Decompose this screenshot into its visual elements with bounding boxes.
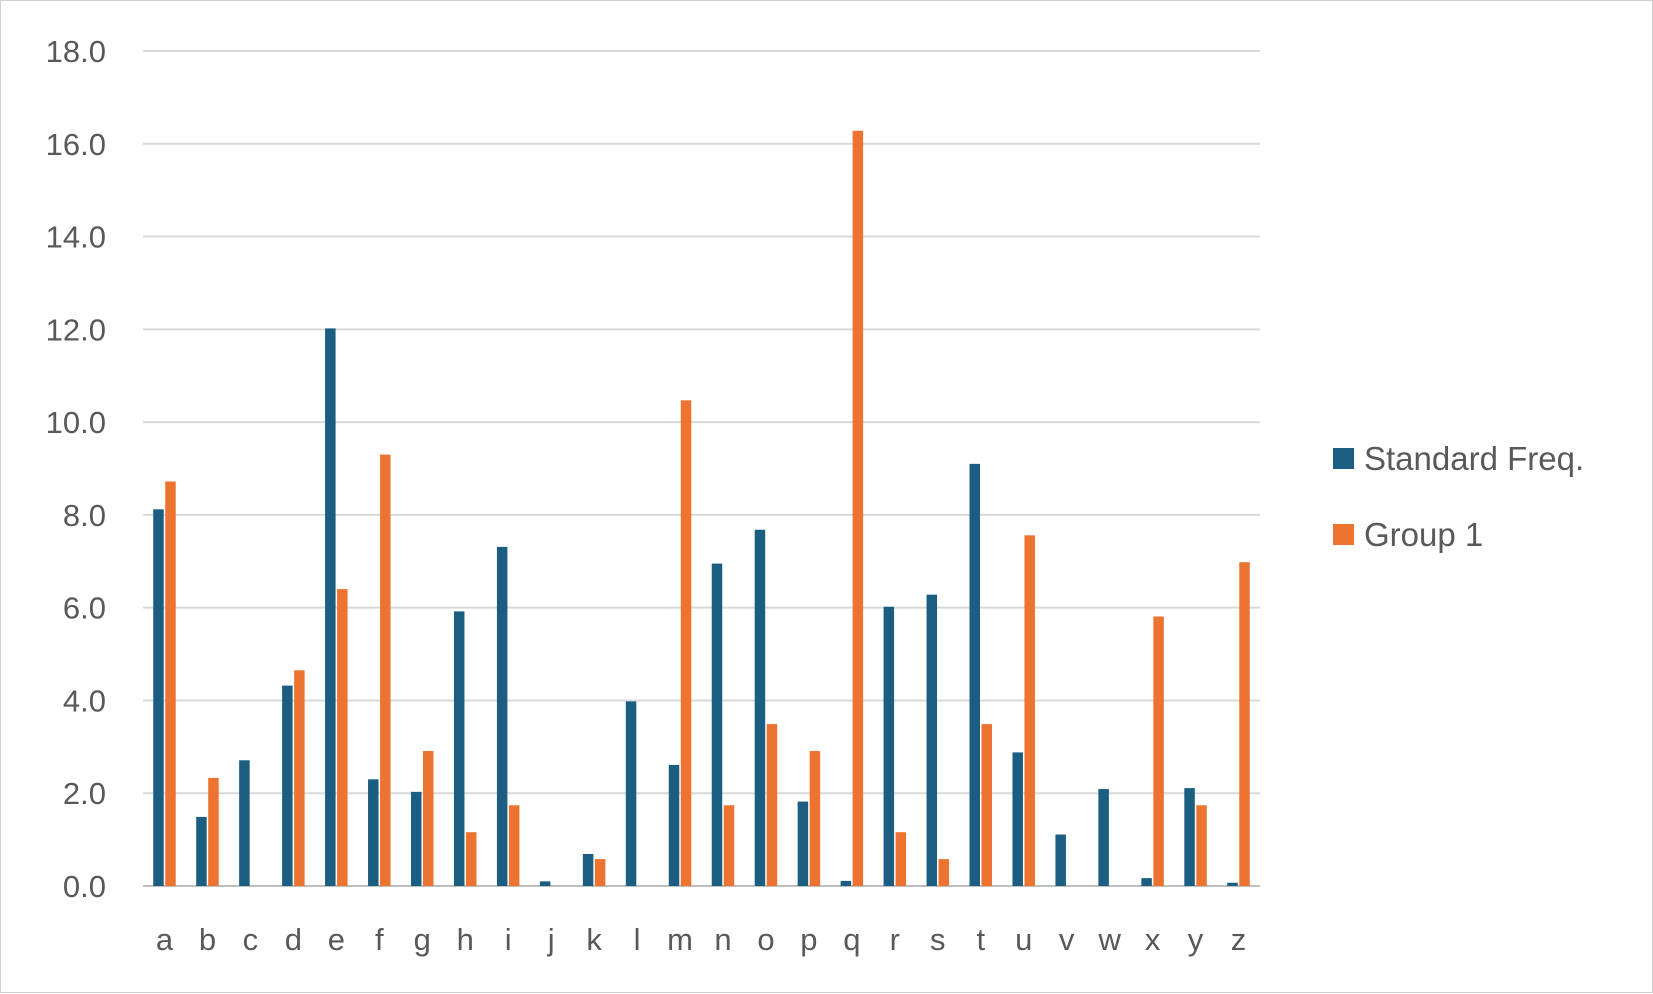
bar-standard-freq-w [1098,789,1109,886]
bar-standard-freq-n [711,563,723,886]
x-tick-label: t [976,922,985,957]
x-tick-label: y [1188,922,1204,957]
legend-label: Group 1 [1364,516,1483,553]
bar-group-1-m [680,400,692,886]
bar-group-1-p [809,751,821,886]
bar-group-1-u [1024,535,1035,886]
bar-standard-freq-t [969,463,980,886]
bar-standard-freq-o [754,529,766,886]
bar-group-1-y [1196,805,1207,886]
bar-standard-freq-h [453,611,465,886]
x-tick-label: o [757,922,774,957]
x-tick-label: l [634,922,641,957]
bar-standard-freq-z [1227,882,1238,886]
x-tick-label: m [667,922,693,957]
bar-standard-freq-j [539,881,551,886]
x-tick-label: k [586,922,602,957]
x-tick-label: v [1059,922,1075,957]
bar-group-1-r [895,832,907,886]
bar-standard-freq-r [883,606,895,886]
y-tick-label: 12.0 [46,312,106,347]
x-tick-label: h [457,922,474,957]
x-tick-label: g [414,922,431,957]
y-tick-label: 2.0 [63,776,106,811]
bar-group-1-b [208,777,219,886]
bar-group-1-i [508,805,520,886]
bar-group-1-e [337,589,348,886]
legend-swatch-group-1 [1333,524,1354,545]
bar-standard-freq-k [582,853,594,886]
y-tick-label: 16.0 [46,127,106,162]
y-tick-label: 18.0 [46,34,106,69]
bar-group-1-h [465,832,477,886]
bar-group-1-k [594,859,606,886]
x-tick-label: s [930,922,946,957]
bar-standard-freq-v [1055,834,1066,886]
bar-group-1-x [1153,616,1164,886]
x-tick-label: u [1015,922,1032,957]
bar-standard-freq-x [1141,878,1152,886]
x-tick-label: w [1097,922,1121,957]
bar-group-1-n [723,805,735,886]
bar-group-1-d [294,670,305,886]
legend-swatch-standard-freq [1333,448,1354,469]
x-tick-label: e [328,922,345,957]
bar-standard-freq-g [411,791,422,886]
bar-group-1-z [1239,562,1250,886]
bar-standard-freq-c [239,760,250,886]
x-tick-label: z [1231,922,1247,957]
bar-group-1-a [165,481,176,886]
bar-standard-freq-q [840,880,852,886]
y-tick-label: 6.0 [63,591,106,626]
bar-group-1-q [852,130,864,887]
y-tick-label: 8.0 [63,498,106,533]
bar-group-1-s [938,859,950,886]
y-tick-label: 10.0 [46,405,106,440]
bar-standard-freq-l [625,701,637,886]
y-tick-label: 0.0 [63,869,106,904]
bar-standard-freq-a [153,509,164,886]
x-tick-label: b [199,922,216,957]
bar-standard-freq-y [1184,788,1195,886]
x-tick-label: r [890,922,900,957]
bar-standard-freq-b [196,816,207,886]
bar-standard-freq-s [926,594,938,886]
bar-group-1-f [380,454,391,886]
bar-standard-freq-m [668,764,680,886]
bar-standard-freq-d [282,685,293,886]
x-tick-label: n [714,922,731,957]
bar-standard-freq-u [1012,752,1023,886]
x-tick-label: a [156,922,174,957]
bar-standard-freq-i [496,546,508,886]
y-tick-label: 14.0 [46,220,106,255]
x-tick-label: d [285,922,302,957]
x-tick-label: i [505,922,512,957]
x-tick-label: f [375,922,384,957]
bar-standard-freq-e [325,328,336,887]
legend-label: Standard Freq. [1364,440,1584,477]
x-tick-label: j [547,922,555,957]
bar-standard-freq-f [368,779,379,886]
bar-group-1-o [766,724,778,886]
bar-group-1-g [423,751,434,886]
x-tick-label: q [843,922,860,957]
bar-group-1-t [981,724,992,886]
x-tick-label: c [243,922,259,957]
bar-standard-freq-p [797,801,809,886]
y-tick-label: 4.0 [63,683,106,718]
x-tick-label: x [1145,922,1161,957]
x-tick-label: p [800,922,817,957]
